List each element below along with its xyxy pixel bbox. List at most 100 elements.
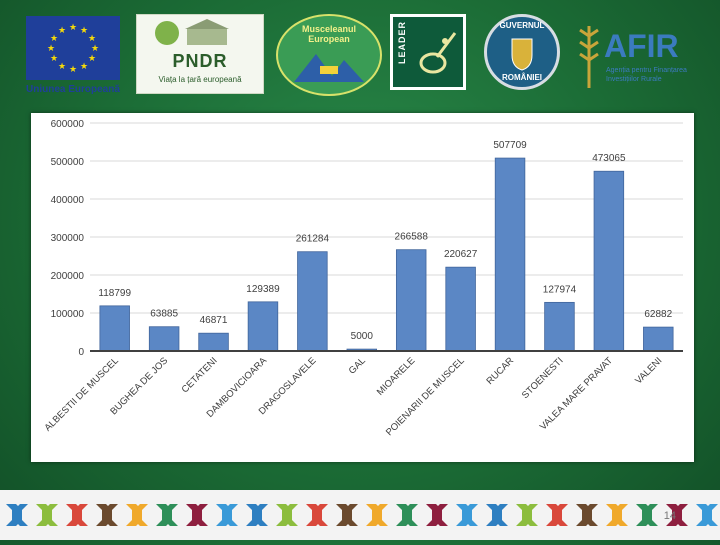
- pndr-title: PNDR: [172, 51, 228, 71]
- x-tick-label: CETATENI: [180, 355, 220, 395]
- folk-motif: [666, 504, 688, 526]
- folk-motif: [486, 504, 508, 526]
- data-label: 118799: [98, 288, 131, 299]
- pndr-subtitle: Viața la țară europeană: [158, 75, 242, 84]
- footer-band: [0, 490, 720, 540]
- bar: [643, 326, 674, 352]
- bar: [99, 305, 130, 352]
- bar: [148, 326, 180, 352]
- folk-motif: [336, 504, 358, 526]
- x-tick-label: GAL: [347, 355, 368, 376]
- folk-motif: [636, 504, 658, 526]
- folk-motif: [66, 504, 88, 526]
- wheat-icon: [579, 26, 599, 88]
- eu-label: Uniunea Europeană: [26, 84, 120, 95]
- data-label: 261284: [296, 234, 330, 245]
- data-label: 129389: [246, 284, 280, 295]
- folk-motif: [606, 504, 628, 526]
- svg-text:★: ★: [91, 43, 99, 53]
- chart-panel: 0 100000 200000 300000 400000 500000 600000 118…: [31, 113, 694, 462]
- data-label: 62882: [644, 309, 672, 320]
- pndr-logo: PNDR Viața la țară europeană: [136, 14, 264, 94]
- folk-motif: [516, 504, 538, 526]
- svg-text:★: ★: [50, 33, 58, 43]
- svg-text:★: ★: [58, 61, 66, 71]
- data-label: 507709: [493, 140, 527, 151]
- afir-title: AFIR: [604, 28, 679, 64]
- mountain-icon: [294, 54, 364, 82]
- svg-text:★: ★: [69, 22, 77, 32]
- folk-motif: [6, 504, 28, 526]
- coat-of-arms-icon: [511, 38, 533, 71]
- guvern-top-text: GUVERNUL: [499, 21, 545, 30]
- y-tick-label: 600000: [51, 119, 85, 130]
- data-label: 46871: [200, 315, 228, 326]
- leader-logo: LEADER: [390, 14, 466, 90]
- gal-muscel-text: Musceleanul European: [301, 24, 357, 44]
- slide-number: 14: [663, 510, 676, 522]
- bar: [297, 251, 328, 352]
- village-icon: [155, 19, 229, 45]
- eu-flag-logo: ★ ★ ★ ★ ★ ★ ★ ★ ★ ★ ★ ★: [26, 16, 120, 80]
- folk-motif: [36, 504, 58, 526]
- folk-motif: [696, 504, 718, 526]
- data-label: 5000: [351, 331, 374, 342]
- data-label: 63885: [150, 309, 178, 320]
- folk-motif: [576, 504, 598, 526]
- bar: [247, 301, 279, 352]
- x-tick-label: RUCAR: [484, 355, 516, 387]
- bar: [593, 170, 625, 352]
- folk-motif: [186, 504, 208, 526]
- y-tick-label: 100000: [51, 309, 85, 320]
- bar: [544, 301, 575, 352]
- folk-motif: [426, 504, 448, 526]
- eu-stars-icon: ★ ★★ ★★★ ★★★ ★★★: [47, 22, 99, 74]
- folk-motif: [306, 504, 328, 526]
- data-label: 473065: [592, 153, 626, 164]
- guvernul-romaniei-logo: GUVERNUL ROMÂNIEI: [484, 14, 560, 90]
- leaf-icon: [419, 32, 457, 74]
- y-tick-label: 200000: [51, 271, 85, 282]
- afir-subtitle: Agenția pentru Finanțarea Investițiilor …: [606, 67, 687, 83]
- bar: [395, 249, 427, 352]
- folk-motif: [96, 504, 118, 526]
- svg-text:★: ★: [80, 61, 88, 71]
- bar: [445, 266, 476, 352]
- bar: [198, 332, 229, 352]
- svg-text:★: ★: [88, 53, 96, 63]
- y-tick-label: 0: [78, 347, 84, 358]
- folk-motif: [246, 504, 268, 526]
- svg-text:★: ★: [50, 53, 58, 63]
- x-tick-label: STOENESTI: [520, 355, 566, 401]
- svg-text:★: ★: [58, 25, 66, 35]
- svg-text:★: ★: [88, 33, 96, 43]
- folk-pattern-icon: [6, 504, 718, 526]
- data-label: 127974: [543, 284, 577, 295]
- svg-text:★: ★: [47, 43, 55, 53]
- x-tick-label: VALENI: [633, 355, 664, 386]
- y-tick-label: 300000: [51, 233, 85, 244]
- data-label: 266588: [395, 232, 429, 243]
- folk-motif: [366, 504, 388, 526]
- folk-motif: [396, 504, 418, 526]
- bar-chart: 0 100000 200000 300000 400000 500000 600000 118…: [42, 119, 683, 438]
- y-tick-label: 400000: [51, 195, 85, 206]
- folk-motif: [126, 504, 148, 526]
- leader-text: LEADER: [397, 21, 407, 65]
- svg-text:★: ★: [80, 25, 88, 35]
- data-label: 220627: [444, 249, 478, 260]
- gal-muscel-logo: Musceleanul European: [276, 14, 382, 96]
- y-tick-label: 500000: [51, 157, 85, 168]
- x-tick-label: MIOARELE: [375, 355, 418, 398]
- x-tick-label: ALBESTII DE MUSCEL: [42, 355, 120, 433]
- folk-motif: [456, 504, 478, 526]
- folk-motif: [216, 504, 238, 526]
- folk-motif: [546, 504, 568, 526]
- bar: [494, 157, 526, 352]
- logo-bar: ★ ★ ★ ★ ★ ★ ★ ★ ★ ★ ★ ★ Uniunea Europeană PNDR V…: [0, 0, 720, 110]
- afir-logo: AFIR Agenția pentru Finanțarea Investiți…: [574, 14, 704, 94]
- folk-motif: [156, 504, 178, 526]
- svg-text:★: ★: [69, 64, 77, 74]
- folk-motif: [276, 504, 298, 526]
- guvern-bottom-text: ROMÂNIEI: [502, 73, 542, 82]
